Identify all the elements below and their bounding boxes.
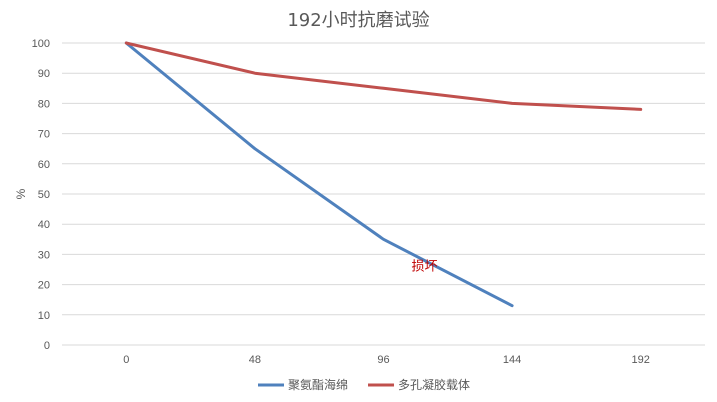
- x-tick-label-0: 0: [123, 354, 129, 366]
- x-tick-label-192: 192: [632, 354, 650, 366]
- y-tick-label-40: 40: [38, 219, 50, 231]
- grid-lines: [62, 42, 705, 346]
- legend-label-1: 聚氨酯海绵: [288, 377, 348, 392]
- annotations: 损坏: [412, 259, 438, 274]
- y-tick-label-80: 80: [38, 98, 50, 110]
- series-line-2: [124, 41, 643, 111]
- legend: 聚氨酯海绵 多孔凝胶载体: [258, 377, 470, 392]
- y-tick-label-100: 100: [32, 38, 50, 50]
- y-tick-label-20: 20: [38, 280, 50, 292]
- chart-title: 192小时抗磨试验: [287, 10, 429, 31]
- x-tick-label-96: 96: [377, 354, 389, 366]
- y-tick-label-30: 30: [38, 249, 50, 261]
- y-tick-label-60: 60: [38, 159, 50, 171]
- y-tick-label-10: 10: [38, 310, 50, 322]
- y-tick-label-70: 70: [38, 129, 50, 141]
- y-tick-label-0: 0: [44, 340, 50, 352]
- y-axis-ticks: 0 10 20 30 40 50 60 70 80 90 100: [32, 38, 50, 352]
- x-tick-label-48: 48: [249, 354, 261, 366]
- y-tick-label-90: 90: [38, 68, 50, 80]
- x-axis-ticks: 0 48 96 144 192: [123, 354, 650, 366]
- x-tick-label-144: 144: [503, 354, 521, 366]
- series-lines: [124, 41, 643, 308]
- legend-label-2: 多孔凝胶载体: [398, 377, 470, 392]
- y-axis-label: %: [14, 188, 28, 199]
- y-tick-label-50: 50: [38, 189, 50, 201]
- series-line-1: [124, 41, 514, 308]
- annotation-1: 损坏: [412, 259, 438, 274]
